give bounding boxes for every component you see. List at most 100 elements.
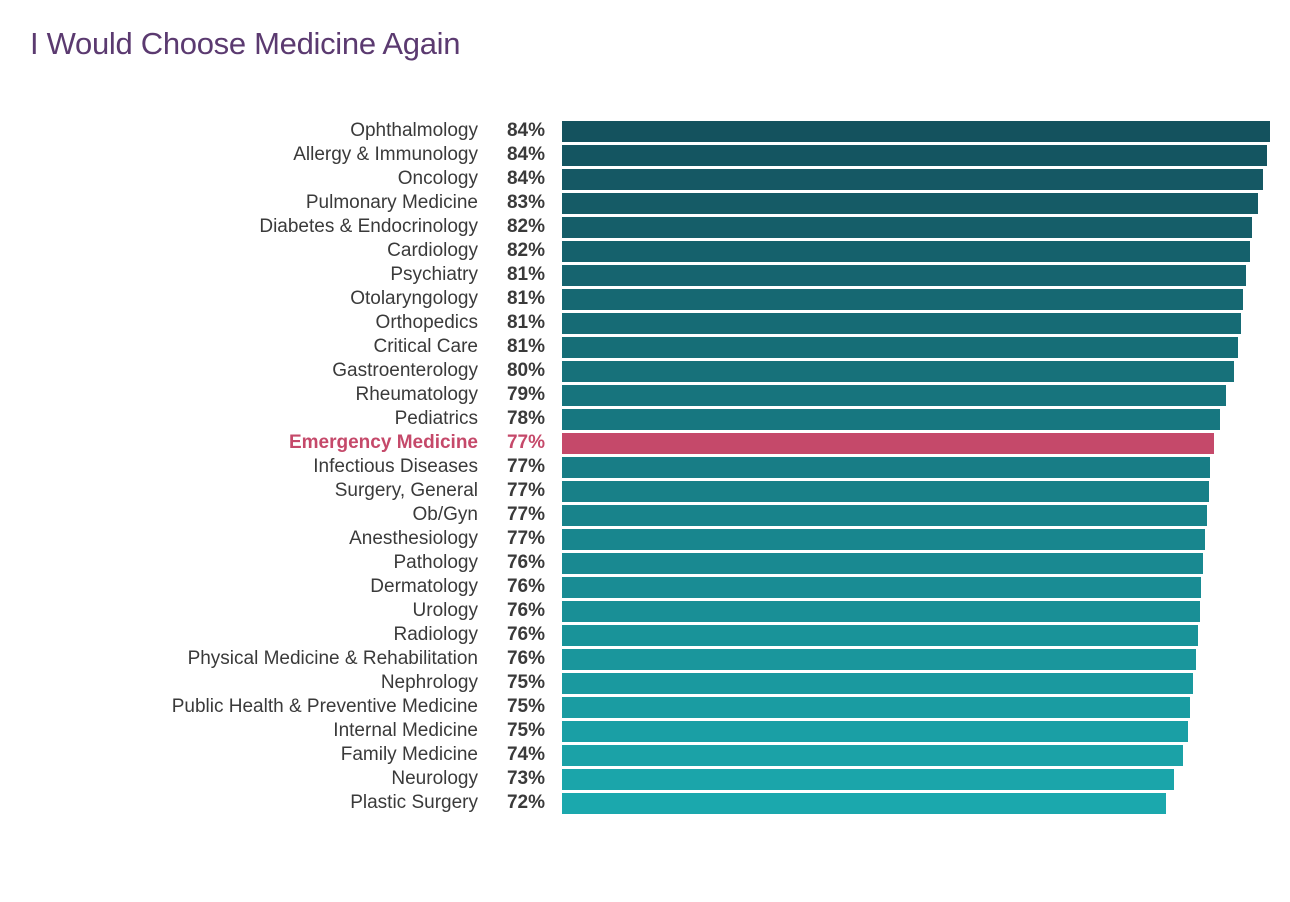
specialty-label: Ob/Gyn	[412, 504, 478, 525]
bar	[562, 408, 1220, 430]
bar	[562, 480, 1209, 502]
specialty-label: Ophthalmology	[350, 120, 478, 141]
specialty-label: Orthopedics	[375, 312, 478, 333]
specialty-label: Rheumatology	[355, 384, 478, 405]
bar	[562, 312, 1242, 334]
bar	[562, 528, 1205, 550]
chart-row: Ophthalmology 84%	[30, 119, 1290, 143]
bar	[562, 720, 1188, 742]
value-label: 84%	[506, 168, 545, 189]
bar-track	[562, 168, 1270, 190]
value-label: 74%	[506, 744, 545, 765]
bar	[562, 768, 1175, 790]
bar-track	[562, 144, 1270, 166]
chart-row: Infectious Diseases 77%	[30, 455, 1290, 479]
bar-track	[562, 288, 1270, 310]
bar-track	[562, 360, 1270, 382]
chart-row: Otolaryngology 81%	[30, 287, 1290, 311]
bar-track	[562, 312, 1270, 334]
page-title: I Would Choose Medicine Again	[30, 26, 461, 61]
bar-chart: Ophthalmology 84% Allergy & Immunology 84% O…	[30, 119, 1290, 815]
specialty-label: Plastic Surgery	[350, 792, 478, 813]
specialty-label: Radiology	[393, 624, 479, 645]
specialty-label: Family Medicine	[340, 744, 478, 765]
bar	[562, 672, 1193, 694]
bar-track	[562, 744, 1270, 766]
value-label: 73%	[506, 768, 545, 789]
value-label: 77%	[506, 480, 545, 501]
value-label: 75%	[506, 672, 545, 693]
specialty-label: Internal Medicine	[333, 720, 478, 741]
chart-row: Radiology 76%	[30, 623, 1290, 647]
value-label: 80%	[506, 360, 545, 381]
bar	[562, 744, 1183, 766]
value-label: 82%	[506, 240, 545, 261]
specialty-label: Pulmonary Medicine	[305, 192, 478, 213]
bar	[562, 648, 1197, 670]
chart-row: Public Health & Preventive Medicine 75%	[30, 695, 1290, 719]
bar	[562, 456, 1211, 478]
bar-track	[562, 192, 1270, 214]
bar	[562, 192, 1259, 214]
chart-row: Psychiatry 81%	[30, 263, 1290, 287]
value-label: 77%	[506, 528, 545, 549]
bar-track	[562, 120, 1270, 142]
bar-track	[562, 336, 1270, 358]
chart-row: Dermatology 76%	[30, 575, 1290, 599]
bar	[562, 624, 1198, 646]
specialty-label: Public Health & Preventive Medicine	[171, 696, 478, 717]
chart-row: Family Medicine 74%	[30, 743, 1290, 767]
value-label: 77%	[506, 504, 545, 525]
bar-track	[562, 480, 1270, 502]
bar-track	[562, 432, 1270, 454]
chart-row: Pathology 76%	[30, 551, 1290, 575]
bar	[562, 384, 1227, 406]
bar-track	[562, 552, 1270, 574]
specialty-label: Physical Medicine & Rehabilitation	[187, 648, 478, 669]
chart-row: Anesthesiology 77%	[30, 527, 1290, 551]
value-label: 83%	[506, 192, 545, 213]
value-label: 76%	[506, 648, 545, 669]
bar	[562, 240, 1250, 262]
chart-row: Critical Care 81%	[30, 335, 1290, 359]
bar-track	[562, 672, 1270, 694]
bar-track	[562, 648, 1270, 670]
bar-track	[562, 696, 1270, 718]
chart-row: Ob/Gyn 77%	[30, 503, 1290, 527]
specialty-label: Emergency Medicine	[288, 432, 478, 453]
chart-row: Emergency Medicine 77%	[30, 431, 1290, 455]
bar	[562, 264, 1246, 286]
value-label: 76%	[506, 600, 545, 621]
chart-row: Neurology 73%	[30, 767, 1290, 791]
chart-rows: Ophthalmology 84% Allergy & Immunology 84% O…	[30, 119, 1290, 815]
chart-row: Urology 76%	[30, 599, 1290, 623]
specialty-label: Pediatrics	[394, 408, 478, 429]
specialty-label: Infectious Diseases	[313, 456, 478, 477]
chart-row: Internal Medicine 75%	[30, 719, 1290, 743]
bar	[562, 216, 1253, 238]
bar-track	[562, 240, 1270, 262]
value-label: 76%	[506, 576, 545, 597]
chart-row: Rheumatology 79%	[30, 383, 1290, 407]
bar	[562, 360, 1234, 382]
bar	[562, 576, 1202, 598]
bar	[562, 696, 1191, 718]
specialty-label: Surgery, General	[334, 480, 478, 501]
chart-row: Nephrology 75%	[30, 671, 1290, 695]
value-label: 82%	[506, 216, 545, 237]
specialty-label: Nephrology	[380, 672, 478, 693]
bar	[562, 552, 1203, 574]
specialty-label: Neurology	[391, 768, 478, 789]
specialty-label: Critical Care	[373, 336, 478, 357]
bar-track	[562, 720, 1270, 742]
specialty-label: Allergy & Immunology	[293, 144, 478, 165]
bar-track	[562, 624, 1270, 646]
bar-track	[562, 576, 1270, 598]
bar	[562, 504, 1208, 526]
chart-row: Surgery, General 77%	[30, 479, 1290, 503]
specialty-label: Dermatology	[370, 576, 478, 597]
chart-row: Cardiology 82%	[30, 239, 1290, 263]
specialty-label: Otolaryngology	[350, 288, 478, 309]
bar-track	[562, 792, 1270, 814]
specialty-label: Diabetes & Endocrinology	[259, 216, 478, 237]
